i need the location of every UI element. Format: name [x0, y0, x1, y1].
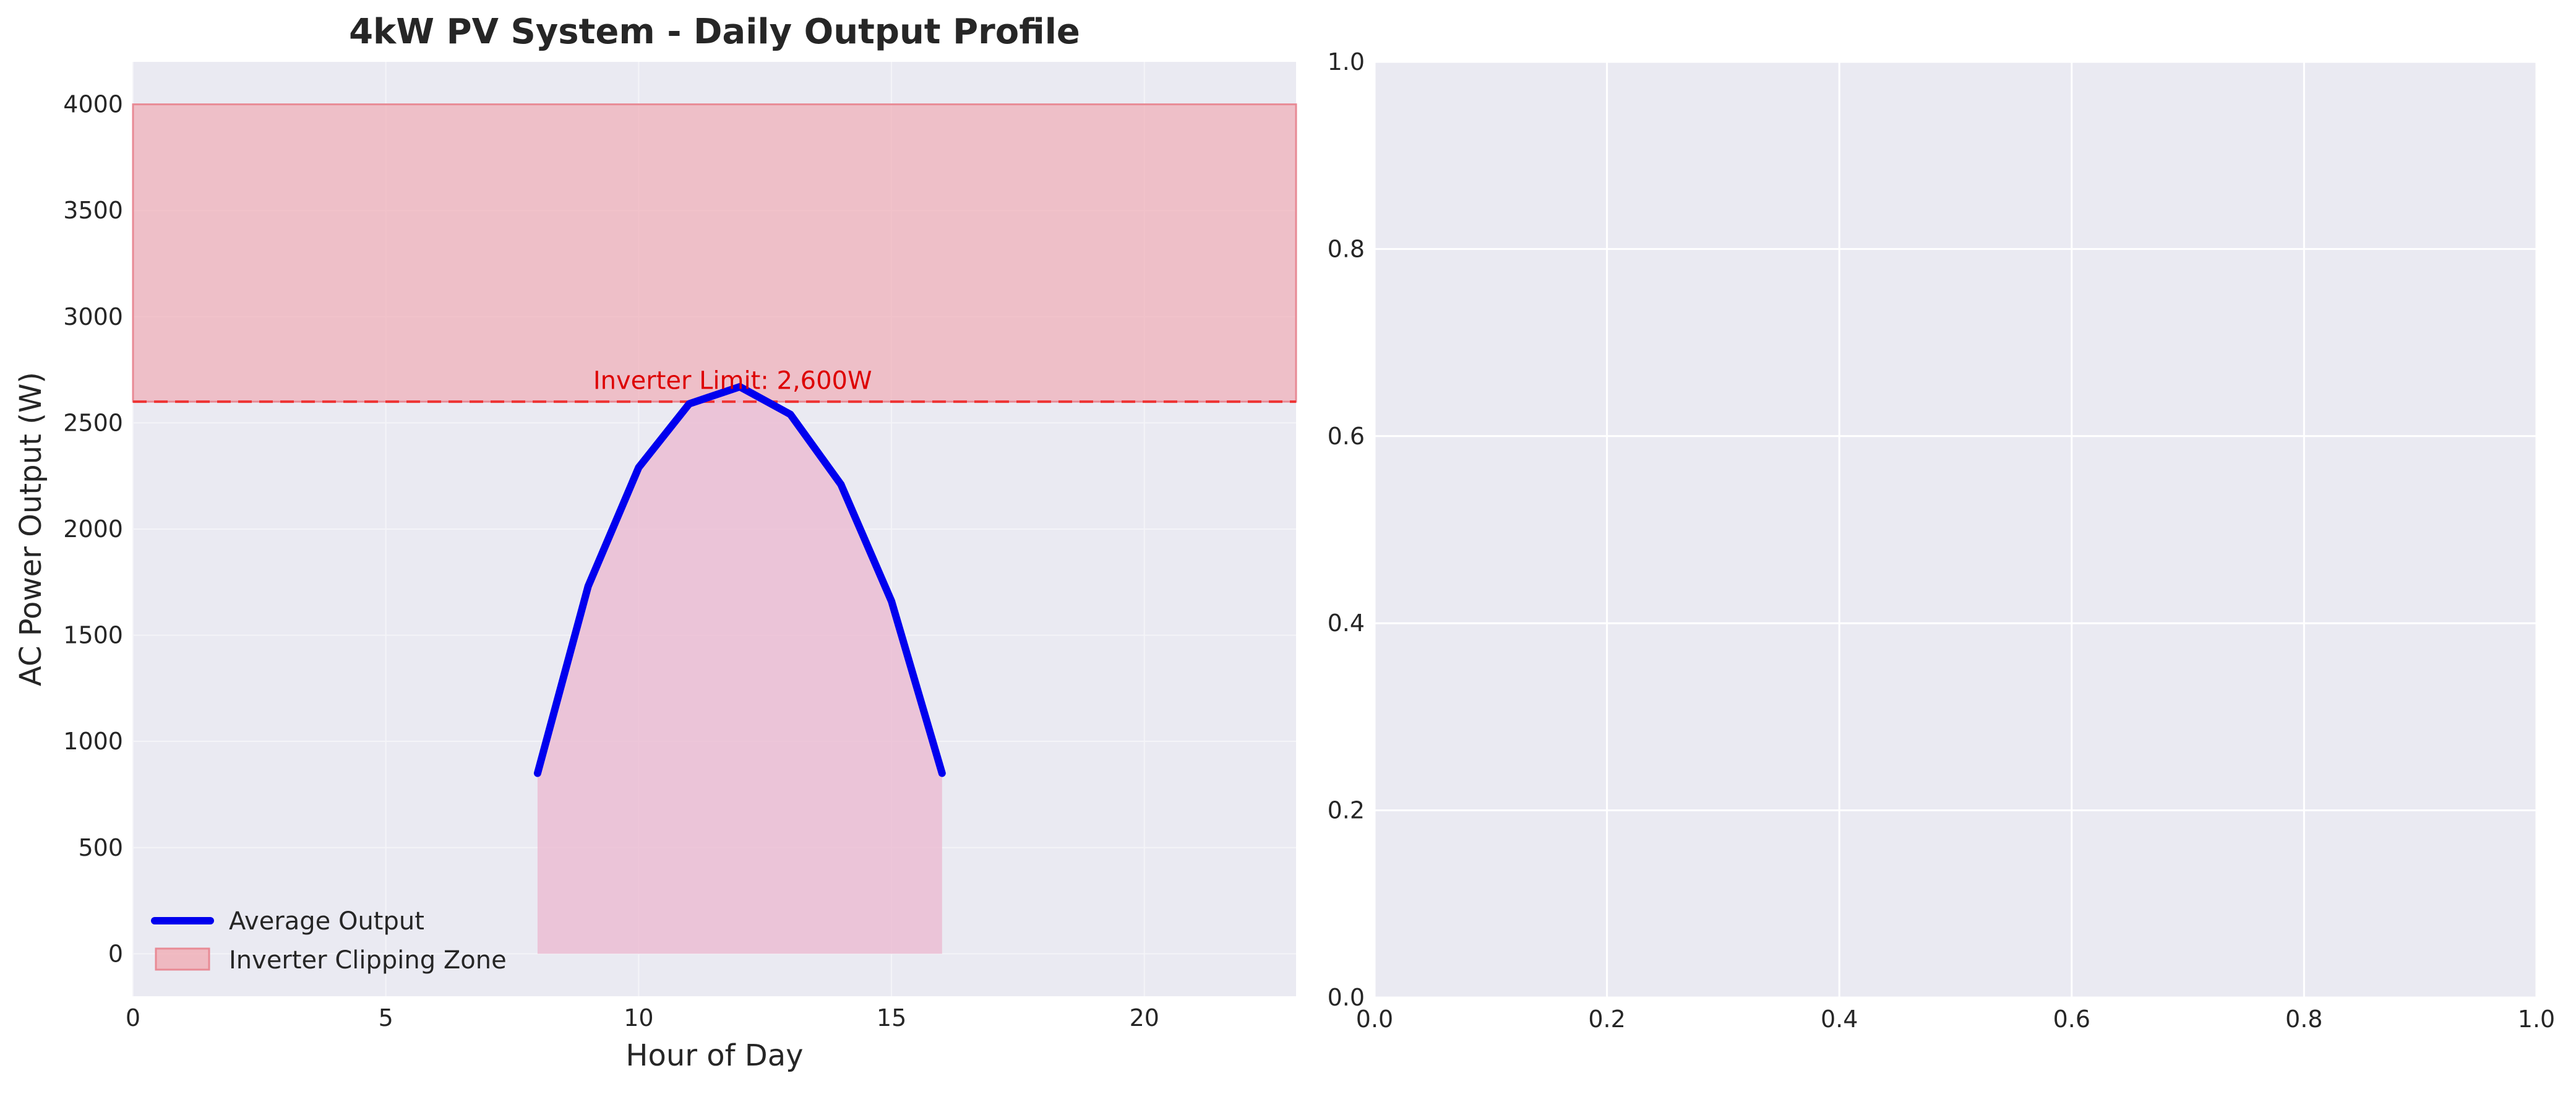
y-tick-label: 3500 [63, 197, 123, 224]
y-tick-label: 1.0 [1328, 48, 1365, 75]
y-tick-label: 2000 [63, 515, 123, 543]
data-point [888, 598, 895, 605]
plot-area [1375, 62, 2536, 997]
legend: Average Output Inverter Clipping Zone [151, 907, 507, 975]
y-axis-label: AC Power Output (W) [14, 372, 48, 686]
x-tick-label: 15 [877, 1004, 906, 1032]
y-tick-label: 2500 [63, 409, 123, 436]
data-point [788, 411, 794, 418]
clipping-zone [132, 103, 1297, 403]
right-chart: 0.0 0.2 0.4 0.6 0.8 1.0 0.0 0.2 0.4 0.6 0.8 1.0 [1328, 48, 2556, 1033]
x-tick-label: 0.0 [1356, 1006, 1393, 1033]
average-output-line [533, 383, 946, 777]
y-tick-label: 4000 [63, 91, 123, 118]
left-chart: 0 5 10 15 20 0 500 1000 1500 2000 2500 3000 3500 4000… [14, 12, 1297, 1073]
chart-title: 4kW PV System - Daily Output Profile [349, 12, 1080, 52]
data-point [635, 464, 642, 470]
data-point [585, 584, 591, 590]
legend-label-clipping-zone: Inverter Clipping Zone [229, 946, 507, 975]
x-tick-label: 0 [126, 1004, 140, 1032]
x-tick-label: 0.8 [2285, 1006, 2322, 1033]
y-tick-label: 3000 [63, 303, 123, 330]
data-point [838, 481, 844, 488]
y-tick-label: 1500 [63, 622, 123, 649]
y-tick-label: 0 [108, 940, 123, 967]
data-point [939, 770, 945, 777]
x-tick-label: 10 [624, 1004, 653, 1032]
legend-swatch-clipping-zone [155, 947, 210, 971]
x-tick-label: 5 [379, 1004, 393, 1032]
x-tick-label: 0.4 [1821, 1006, 1858, 1033]
y-tick-label: 1000 [63, 728, 123, 755]
inverter-limit-annotation: Inverter Limit: 2,600W [593, 367, 872, 395]
x-tick-label: 0.2 [1588, 1006, 1625, 1033]
data-point [535, 770, 541, 777]
x-axis-label: Hour of Day [625, 1038, 803, 1073]
x-tick-label: 20 [1130, 1004, 1159, 1032]
x-tick-label: 0.6 [2053, 1006, 2090, 1033]
data-point [686, 401, 692, 407]
y-tick-label: 500 [78, 834, 123, 861]
y-tick-label: 0.8 [1328, 235, 1365, 262]
y-tick-label: 0.4 [1328, 609, 1365, 637]
output-area-fill [537, 387, 942, 954]
y-tick-label: 0.2 [1328, 797, 1365, 824]
y-tick-label: 0.6 [1328, 423, 1365, 450]
legend-label-average-output: Average Output [229, 907, 424, 936]
x-tick-label: 1.0 [2518, 1006, 2555, 1033]
y-tick-label: 0.0 [1328, 984, 1365, 1011]
